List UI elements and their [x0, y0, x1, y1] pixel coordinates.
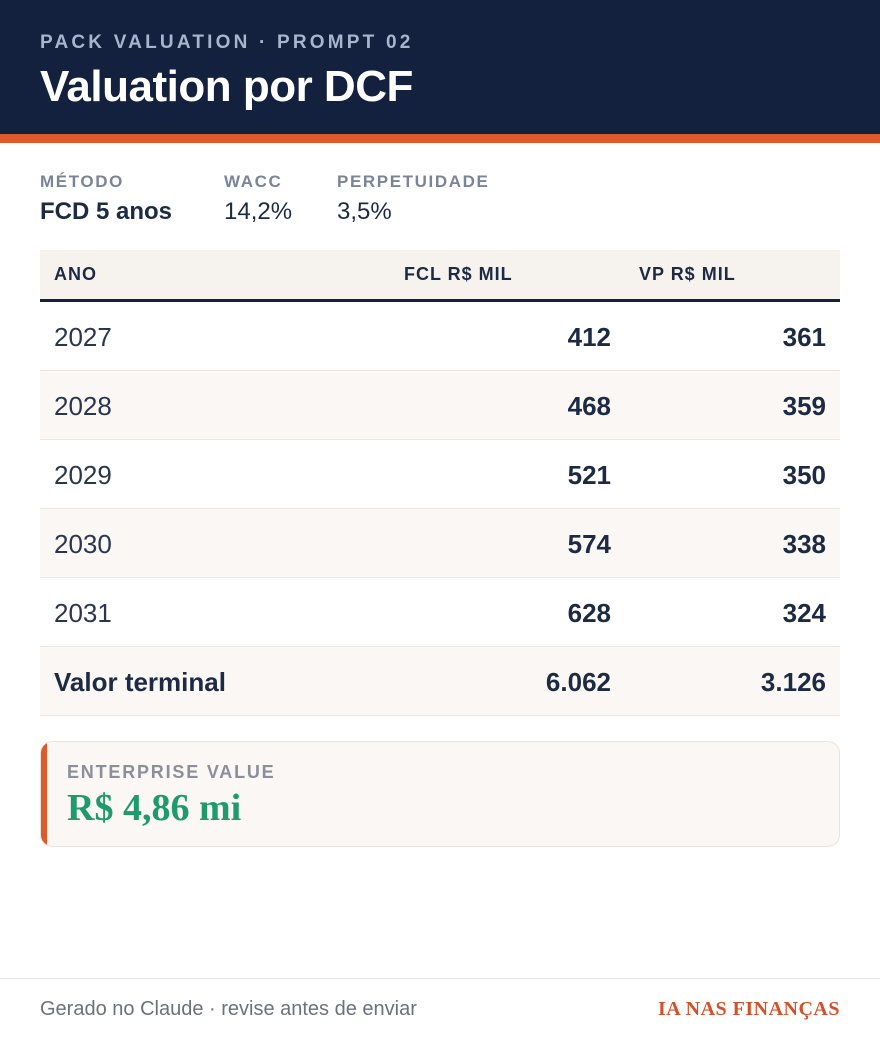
row-vp: 3.126 [760, 667, 826, 697]
table-row-terminal-value: Valor terminal 6.062 3.126 [40, 647, 840, 716]
meta-wacc-value: 14,2% [224, 198, 293, 225]
row-vp: 338 [782, 529, 826, 559]
meta-method: MÉTODO FCD 5 anos [40, 172, 172, 226]
row-fcl: 521 [567, 460, 611, 490]
meta-perpetuity: PERPETUIDADE 3,5% [337, 172, 489, 226]
enterprise-value-card: ENTERPRISE VALUE R$ 4,86 mi [40, 741, 840, 847]
dcf-table: ANO FCL R$ MIL VP R$ MIL 2027 412 361 20… [40, 250, 840, 716]
row-year: Valor terminal [54, 667, 226, 697]
row-vp: 361 [782, 322, 826, 352]
header-eyebrow: PACK VALUATION · PROMPT 02 [40, 32, 414, 53]
footer-divider [0, 978, 880, 979]
table-row: 2030 574 338 [40, 509, 840, 578]
footer-disclaimer: Gerado no Claude · revise antes de envia… [40, 998, 417, 1020]
header: PACK VALUATION · PROMPT 02 Valuation por… [0, 0, 880, 134]
table-row: 2031 628 324 [40, 578, 840, 647]
enterprise-value-amount: R$ 4,86 mi [67, 787, 242, 829]
row-vp: 359 [782, 391, 826, 421]
footer-brand: IA NAS FINANÇAS [658, 998, 840, 1020]
row-vp: 350 [782, 460, 826, 490]
column-header-vp: VP R$ MIL [639, 264, 736, 284]
row-year: 2031 [54, 598, 112, 628]
enterprise-value-label: ENTERPRISE VALUE [67, 762, 276, 782]
row-fcl: 6.062 [545, 667, 611, 697]
enterprise-value-accent-bar [41, 742, 47, 846]
row-year: 2028 [54, 391, 112, 421]
page-title: Valuation por DCF [40, 62, 413, 111]
row-year: 2027 [54, 322, 112, 352]
table-row: 2028 468 359 [40, 371, 840, 440]
column-header-fcl: FCL R$ MIL [404, 264, 513, 284]
row-vp: 324 [782, 598, 826, 628]
meta-method-value: FCD 5 anos [40, 198, 173, 225]
row-fcl: 412 [567, 322, 611, 352]
meta-wacc-label: WACC [224, 172, 283, 191]
header-accent-bar [0, 134, 880, 143]
row-fcl: 628 [567, 598, 611, 628]
row-year: 2030 [54, 529, 112, 559]
meta-perpetuity-value: 3,5% [337, 198, 392, 225]
row-fcl: 574 [567, 529, 611, 559]
table-row: 2027 412 361 [40, 302, 840, 371]
row-fcl: 468 [567, 391, 611, 421]
row-year: 2029 [54, 460, 112, 490]
meta-wacc: WACC 14,2% [224, 172, 292, 226]
meta-method-label: MÉTODO [40, 172, 124, 191]
table-header: ANO FCL R$ MIL VP R$ MIL [40, 250, 840, 302]
column-header-year: ANO [54, 264, 97, 284]
table-row: 2029 521 350 [40, 440, 840, 509]
meta-perpetuity-label: PERPETUIDADE [337, 172, 490, 191]
